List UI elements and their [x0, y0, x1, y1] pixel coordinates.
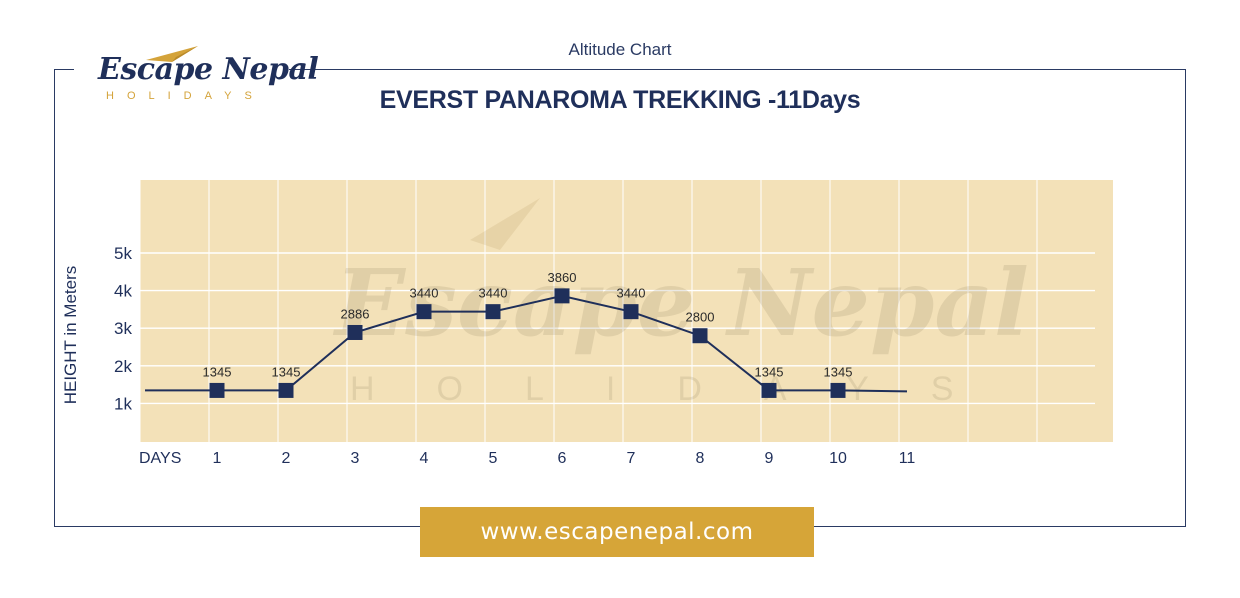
data-point-marker [347, 324, 363, 340]
logo-subtext: HOLIDAYS [106, 90, 265, 102]
data-point-marker [554, 288, 570, 304]
x-tick-label: 6 [558, 450, 567, 467]
x-tick-label: 3 [351, 450, 360, 467]
data-point-marker [278, 382, 294, 398]
x-tick-label: 8 [696, 450, 705, 467]
data-label: 2800 [686, 310, 715, 325]
paper-plane-icon [146, 46, 198, 62]
x-tick-label: 1 [213, 450, 222, 467]
data-label: 3440 [617, 286, 646, 301]
data-label: 1345 [203, 364, 232, 379]
x-axis-label: DAYS [139, 450, 181, 467]
data-label: 1345 [824, 364, 853, 379]
watermark-subtext: HOLIDAYS [350, 370, 1015, 408]
watermark: Escape Nepal HOLIDAYS [332, 198, 1029, 408]
data-point-marker [830, 382, 846, 398]
data-point-marker [692, 328, 708, 344]
x-tick-label: 10 [829, 450, 847, 467]
x-tick-label: 7 [627, 450, 636, 467]
data-label: 3440 [479, 286, 508, 301]
data-point-marker [761, 382, 777, 398]
frame-gap [74, 62, 289, 76]
website-link[interactable]: www.escapenepal.com [480, 519, 754, 545]
data-point-marker [485, 304, 501, 320]
series-line [145, 294, 908, 393]
x-tick-label: 5 [489, 450, 498, 467]
data-label: 2886 [341, 306, 370, 321]
watermark-text: Escape Nepal [332, 249, 1029, 357]
y-tick-label: 1k [114, 394, 132, 413]
y-tick-label: 4k [114, 282, 132, 301]
chart-title: EVERST PANAROMA TREKKING -11Days [379, 86, 861, 114]
data-label: 3860 [548, 270, 577, 285]
y-tick-label: 3k [114, 319, 132, 338]
x-tick-label: 11 [899, 450, 916, 467]
x-tick-label: 2 [282, 450, 291, 467]
data-label: 1345 [272, 364, 301, 379]
x-tick-label: 4 [420, 450, 429, 467]
logo-wordmark: Escape Nepal [98, 52, 319, 87]
y-axis-label: HEIGHT in Meters [61, 266, 80, 405]
data-point-marker [623, 304, 639, 320]
x-tick-label: 9 [765, 450, 774, 467]
data-point-marker [209, 382, 225, 398]
data-label: 3440 [410, 286, 439, 301]
top-caption: Altitude Chart [568, 40, 672, 59]
y-tick-label: 5k [114, 244, 132, 263]
brand-logo: Escape Nepal HOLIDAYS [96, 44, 319, 106]
data-label: 1345 [755, 364, 784, 379]
website-banner: www.escapenepal.com [420, 507, 814, 557]
data-point-marker [416, 304, 432, 320]
y-tick-label: 2k [114, 357, 132, 376]
